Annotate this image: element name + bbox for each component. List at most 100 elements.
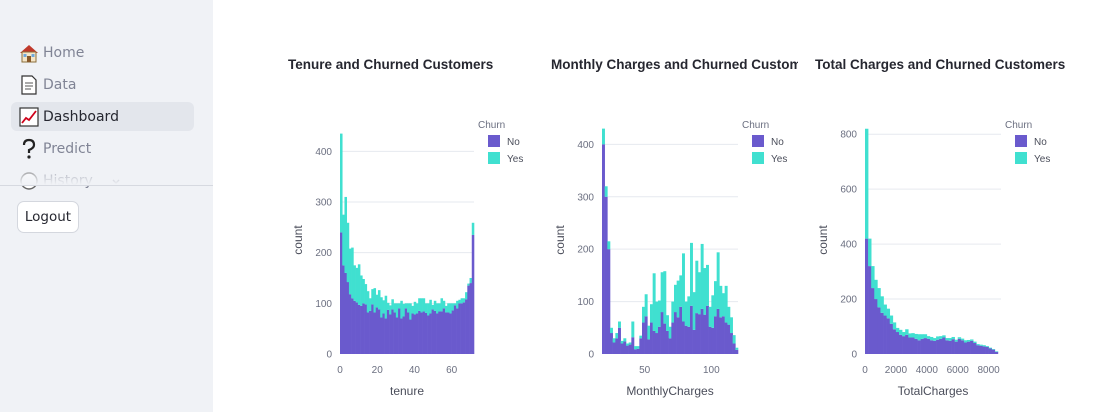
sidebar-scroll-fade [0, 160, 213, 185]
bar-yes [631, 321, 635, 338]
bar-yes [386, 302, 390, 310]
bar-no [660, 312, 664, 354]
bar-yes [373, 288, 377, 313]
bar-yes [703, 268, 707, 315]
bar-no [960, 340, 965, 354]
bar-no [615, 338, 619, 354]
sidebar-item-data[interactable]: Data [11, 70, 194, 99]
bar-no [994, 351, 999, 354]
bar-no [719, 317, 723, 354]
bar-yes [615, 333, 619, 339]
bar-no [668, 338, 672, 354]
bar-yes [411, 305, 414, 314]
y-axis-label: count [291, 225, 305, 255]
bar-no [380, 317, 383, 354]
y-axis-label: count [816, 225, 830, 255]
bar-no [991, 349, 996, 354]
bar-yes [404, 303, 408, 309]
bar-no [652, 330, 656, 354]
bar-no [690, 305, 693, 354]
sidebar-item-label: Home [43, 44, 85, 61]
bar-yes [951, 336, 955, 340]
bar-yes [991, 349, 996, 350]
bar-yes [602, 128, 605, 145]
bar-no [642, 322, 645, 354]
y-tick-label: 200 [315, 248, 332, 259]
bar-yes [402, 303, 406, 317]
bar-yes [618, 321, 621, 328]
bar-yes [716, 252, 720, 309]
bar-no [902, 336, 906, 354]
bar-no [355, 302, 359, 354]
bar-no [362, 303, 365, 354]
bar-yes [384, 295, 388, 319]
bar-no [424, 312, 428, 354]
bar-no [655, 333, 659, 354]
y-tick-label: 0 [326, 350, 332, 361]
chart-title: Tenure and Churned Customers [288, 57, 493, 72]
x-axis-label: tenure [390, 384, 424, 398]
chart-tenure: Tenure and Churned Customers010020030040… [288, 57, 523, 398]
bar-no [917, 340, 921, 354]
bar-yes [865, 128, 869, 239]
bar-no [447, 312, 450, 354]
bar-yes [871, 266, 875, 289]
y-tick-label: 400 [315, 147, 332, 158]
bar-no [666, 330, 669, 354]
bar-yes [692, 292, 696, 330]
bar-yes [634, 346, 637, 350]
bar-yes [682, 253, 685, 322]
bar-no [436, 313, 439, 354]
bar-no [708, 326, 712, 354]
sidebar-item-home[interactable]: Home [11, 38, 194, 67]
bar-no [373, 312, 377, 354]
bar-yes [719, 285, 723, 318]
bar-no [722, 316, 725, 354]
bar-yes [911, 333, 915, 338]
bar-no [369, 310, 372, 354]
bar-yes [391, 299, 394, 310]
bar-no [948, 340, 952, 354]
bar-no [889, 323, 894, 354]
bar-yes [963, 340, 968, 343]
bar-yes [979, 344, 983, 346]
bar-no [939, 338, 943, 354]
bar-yes [679, 275, 683, 307]
bar-yes [735, 347, 739, 350]
bar-yes [348, 248, 352, 295]
bar-yes [671, 301, 675, 323]
sidebar-item-dashboard[interactable]: Dashboard [11, 102, 194, 131]
bar-no [469, 283, 473, 354]
sidebar-item-predict[interactable]: Predict [11, 134, 194, 163]
bar-yes [407, 303, 410, 313]
bar-yes [456, 300, 459, 309]
bar-no [371, 304, 374, 354]
y-tick-label: 0 [588, 350, 594, 361]
bar-no [346, 282, 350, 354]
y-tick-label: 100 [577, 297, 594, 308]
bar-yes [380, 297, 383, 318]
x-tick-label: 100 [703, 365, 720, 376]
bar-no [951, 339, 955, 354]
bar-yes [973, 341, 977, 344]
bar-no [351, 298, 354, 354]
bar-yes [610, 327, 613, 334]
bar-yes [660, 272, 664, 313]
bar-no [865, 238, 869, 354]
bar-no [945, 340, 949, 354]
bar-no [400, 318, 403, 354]
bar-yes [377, 290, 381, 310]
legend-label-no: No [507, 137, 520, 148]
bar-no [612, 342, 616, 354]
bar-yes [668, 326, 672, 339]
bar-yes [960, 338, 965, 341]
bar-yes [467, 283, 470, 286]
bar-yes [663, 271, 667, 324]
bar-no [700, 308, 704, 354]
logout-button[interactable]: Logout [17, 201, 79, 233]
bar-no [628, 344, 632, 354]
bar-yes [369, 298, 372, 311]
legend-label-yes: Yes [1034, 154, 1050, 165]
legend-swatch-no [1015, 135, 1027, 147]
x-axis-label: MonthlyCharges [626, 384, 713, 398]
